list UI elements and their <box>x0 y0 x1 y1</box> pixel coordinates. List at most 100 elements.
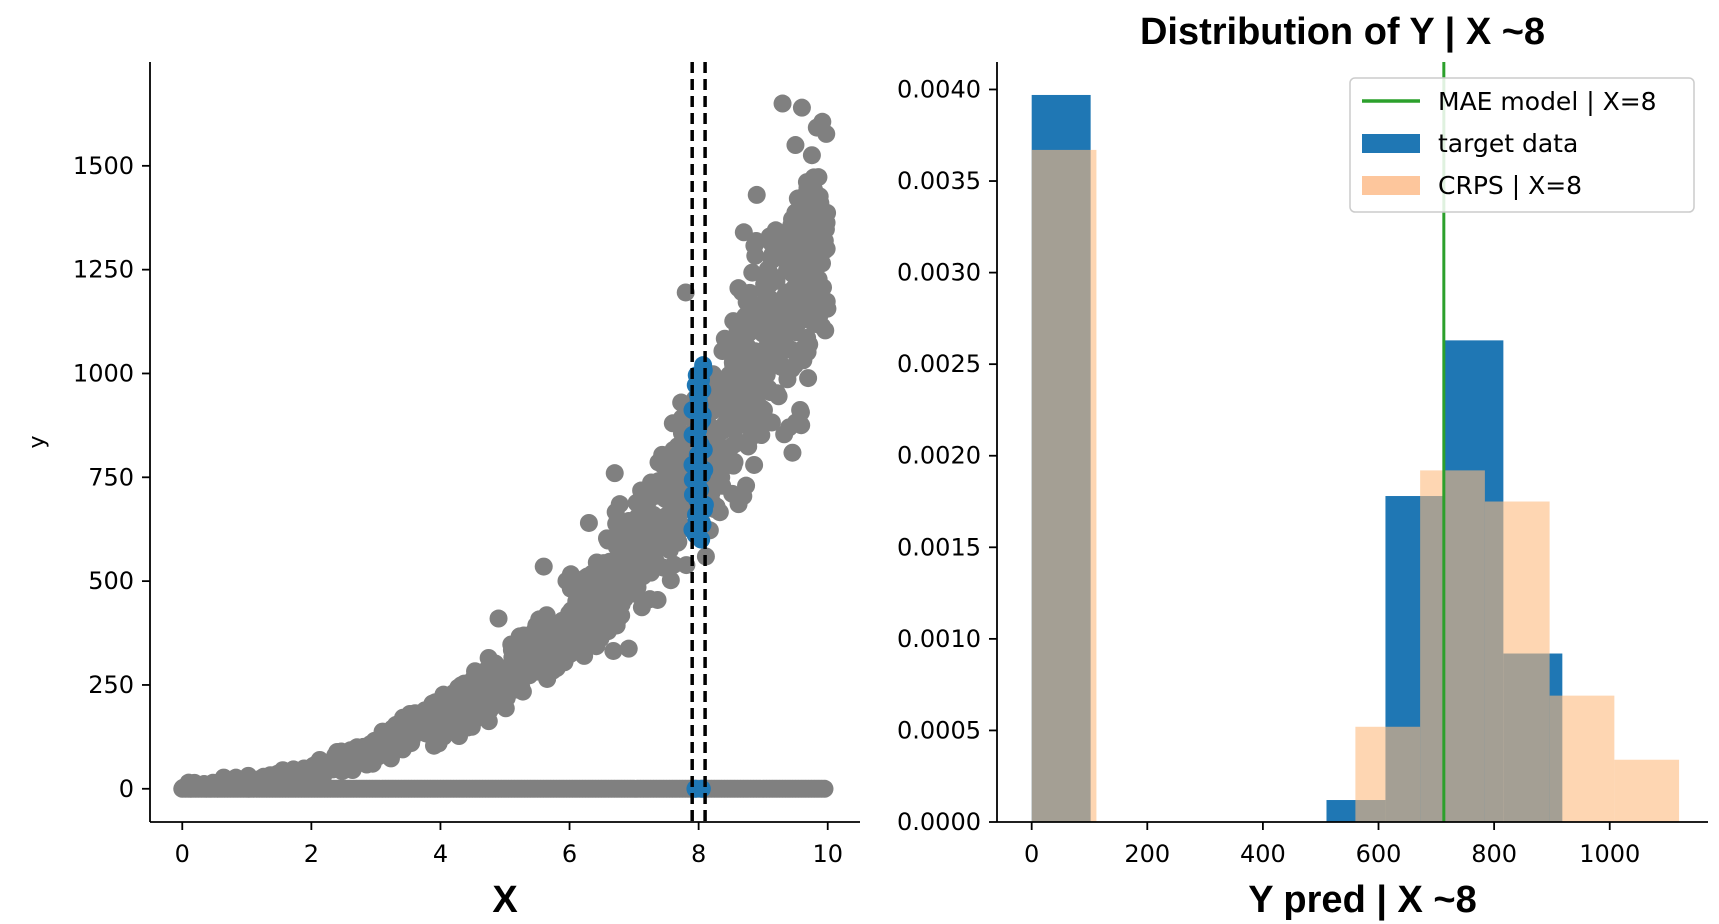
selection-lines <box>690 62 707 822</box>
scatter-point <box>792 98 811 117</box>
y-tick-label: 0.0030 <box>897 259 981 287</box>
histogram-bar <box>1549 695 1615 822</box>
scatter-point <box>593 561 612 580</box>
scatter-point <box>810 187 829 206</box>
scatter-point <box>747 185 766 204</box>
y-tick-label: 0.0035 <box>897 167 981 195</box>
y-tick-label: 500 <box>88 567 134 595</box>
scatter-point <box>738 413 757 432</box>
scatter-point <box>517 636 536 655</box>
legend-patch-swatch <box>1362 134 1420 153</box>
y-tick-label: 0.0000 <box>897 808 981 836</box>
scatter-point <box>767 269 786 288</box>
scatter-point <box>783 443 802 462</box>
scatter-point <box>760 227 779 246</box>
y-tick-label: 1500 <box>73 152 134 180</box>
scatter-point <box>736 307 755 326</box>
histogram-bar <box>1355 726 1421 822</box>
scatter-point <box>424 721 443 740</box>
scatter-point <box>778 370 797 389</box>
scatter-point <box>534 557 553 576</box>
y-tick-label: 0.0040 <box>897 75 981 103</box>
scatter-point <box>578 634 597 653</box>
scatter-point <box>665 555 684 574</box>
scatter-point <box>750 361 769 380</box>
scatter-point <box>802 283 821 302</box>
scatter-point <box>804 300 823 319</box>
x-tick-label: 600 <box>1356 840 1402 868</box>
y-ticks: 0 250 500 750 1000 1250 1500 <box>73 152 150 803</box>
y-tick-label: 1000 <box>73 359 134 387</box>
scatter-point <box>602 604 621 623</box>
histogram-bar <box>1614 759 1680 822</box>
legend-box <box>1349 77 1695 213</box>
scatter-point <box>608 575 627 594</box>
scatter-point <box>663 535 682 554</box>
scatter-point <box>332 762 351 781</box>
scatter-point <box>607 537 626 556</box>
scatter-point <box>817 213 836 232</box>
scatter-point <box>818 299 837 318</box>
scatter-point <box>241 779 260 798</box>
y-tick-label: 0.0015 <box>897 533 981 561</box>
scatter-point <box>802 146 821 165</box>
scatter-point <box>728 320 747 339</box>
scatter-point <box>399 725 418 744</box>
scatter-point <box>778 283 797 302</box>
y-tick-label: 0.0020 <box>897 442 981 470</box>
scatter-point <box>627 564 646 583</box>
scatter-point <box>720 414 739 433</box>
x-tick-label: 0 <box>1024 840 1039 868</box>
scatter-point <box>489 609 508 628</box>
legend: MAE model | X=8 target data CRPS | X=8 <box>1349 77 1695 213</box>
scatter-point <box>516 658 535 677</box>
scatter-point <box>373 741 392 760</box>
scatter-point <box>775 425 794 444</box>
scatter-point <box>799 369 818 388</box>
scatter-point <box>626 531 645 550</box>
scatter-point <box>566 609 585 628</box>
x-tick-label: 6 <box>562 840 577 868</box>
scatter-point <box>736 385 755 404</box>
scatter-point <box>798 328 817 347</box>
scatter-point <box>579 513 598 532</box>
scatter-point <box>271 775 290 794</box>
scatter-point <box>755 301 774 320</box>
scatter-point <box>648 590 667 609</box>
scatter-point <box>755 316 774 335</box>
scatter-point <box>802 207 821 226</box>
scatter-point <box>771 323 790 342</box>
scatter-point <box>721 336 740 355</box>
scatter-point <box>513 682 532 701</box>
scatter-point <box>605 464 624 483</box>
selected-point <box>692 779 711 798</box>
y-tick-label: 0.0025 <box>897 350 981 378</box>
scatter-point <box>804 168 823 187</box>
scatter-point <box>454 709 473 728</box>
scatter-point <box>317 754 336 773</box>
scatter-point <box>564 629 583 648</box>
x-ticks: 0 2 4 6 8 10 <box>175 822 843 868</box>
scatter-point <box>817 124 836 143</box>
scatter-point <box>812 231 831 250</box>
scatter-point <box>203 773 222 792</box>
y-tick-label: 0.0005 <box>897 716 981 744</box>
scatter-point <box>560 643 579 662</box>
x-tick-label: 2 <box>304 840 319 868</box>
x-tick-label: 0 <box>175 840 190 868</box>
scatter-point <box>676 283 695 302</box>
scatter-point <box>653 455 672 474</box>
selected-point <box>694 356 713 375</box>
chart-title: Distribution of Y | X ~8 <box>1140 11 1545 53</box>
y-tick-label: 0.0010 <box>897 625 981 653</box>
histogram-plot: Distribution of Y | X ~8 0 200 400 600 800 10… <box>897 11 1708 921</box>
scatter-point <box>604 641 623 660</box>
scatter-point <box>663 414 682 433</box>
scatter-point <box>740 348 759 367</box>
scatter-point <box>646 475 665 494</box>
scatter-point <box>734 487 753 506</box>
x-tick-label: 1000 <box>1579 840 1640 868</box>
scatter-point <box>786 136 805 155</box>
scatter-point <box>632 598 651 617</box>
